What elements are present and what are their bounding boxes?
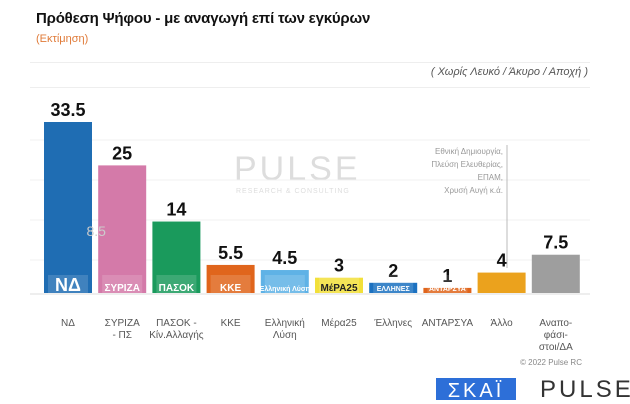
- party-logo-box: [156, 275, 197, 295]
- gridline: [30, 87, 590, 88]
- bar: [423, 287, 472, 293]
- data-label: 1: [442, 266, 452, 286]
- bar: [44, 122, 92, 293]
- category-label: ΚΚΕ: [221, 318, 241, 329]
- data-label: 25: [112, 143, 132, 163]
- party-logo: ΚΚΕ: [220, 283, 241, 294]
- bar: [260, 270, 309, 293]
- category-label: φάσι-: [544, 329, 568, 341]
- other-annotation-line: ΕΠΑΜ,: [478, 173, 503, 182]
- category-label: στοι/ΔΑ: [539, 342, 573, 353]
- party-logo-box: [427, 275, 468, 295]
- category-label: ΑΝΤΑΡΣΥΑ: [422, 318, 474, 329]
- other-annotation-line: Εθνική Δημιουργία,: [435, 147, 503, 156]
- bar: [477, 272, 526, 293]
- skai-logo: ΣΚΑΪ: [436, 378, 516, 402]
- chart-title: Πρόθεση Ψήφου - με αναγωγή επί των εγκύρ…: [36, 10, 371, 27]
- party-logo-box: [373, 275, 414, 295]
- category-label: Λύση: [273, 329, 297, 341]
- category-label: ΠΑΣΟΚ -: [156, 318, 197, 329]
- bar: [369, 282, 418, 293]
- party-logo: ΕΛΛΗΝΕΣ: [377, 286, 410, 293]
- other-annotation-line: Χρυσή Αυγή κ.ά.: [444, 186, 503, 195]
- category-label: Ελληνική: [265, 317, 305, 329]
- party-logo: ΣΥΡΙΖΑ: [104, 283, 139, 294]
- category-label: Άλλο: [491, 318, 514, 329]
- party-logo-box: [48, 275, 88, 295]
- party-logo: ΝΔ: [55, 275, 81, 295]
- category-label: - ΠΣ: [112, 330, 132, 341]
- bar: [152, 221, 201, 293]
- category-label: Έλληνες: [373, 318, 412, 329]
- pulse-logo: PULSE: [540, 376, 630, 403]
- party-logo: ΑΝΤΑΡΣΥΑ: [429, 286, 466, 293]
- inner-annotation: 8.5: [86, 223, 106, 239]
- bar: [315, 277, 363, 293]
- category-label: ΣΥΡΙΖΑ: [105, 318, 140, 329]
- copyright: © 2022 Pulse RC: [520, 358, 582, 367]
- data-label: 7.5: [543, 233, 568, 253]
- data-label: 4: [497, 251, 507, 271]
- party-logo: ΠΑΣΟΚ: [159, 283, 195, 294]
- party-logo-box: [264, 275, 305, 295]
- party-logo: ΜέΡΑ25: [320, 283, 358, 294]
- bar: [531, 254, 580, 293]
- watermark-brand: PULSE: [234, 150, 361, 188]
- party-logo-box: [210, 275, 251, 295]
- data-label: 5.5: [218, 243, 243, 263]
- category-label: Κίν.Αλλαγής: [149, 329, 204, 341]
- watermark-tagline: RESEARCH & CONSULTING: [236, 188, 350, 195]
- data-label: 4.5: [272, 248, 297, 268]
- party-logo-box: [319, 275, 359, 295]
- category-label: Μέρα25: [321, 317, 357, 329]
- bar: [98, 165, 147, 293]
- chart-note: ( Χωρίς Λευκό / Άκυρο / Αποχή ): [430, 66, 588, 78]
- bar: [206, 264, 255, 293]
- gridline: [30, 62, 590, 63]
- category-label: Αναπο-: [539, 318, 572, 329]
- data-label: 2: [388, 261, 398, 281]
- party-logo: Ελληνική Λύση: [260, 285, 310, 293]
- category-label: ΝΔ: [61, 318, 75, 329]
- other-annotation-line: Πλεύση Ελευθερίας,: [431, 160, 503, 169]
- data-label: 14: [166, 200, 186, 220]
- chart-subtitle: (Εκτίμηση): [36, 33, 89, 45]
- data-label: 33.5: [50, 100, 85, 120]
- data-label: 3: [334, 256, 344, 276]
- party-logo-box: [102, 275, 143, 295]
